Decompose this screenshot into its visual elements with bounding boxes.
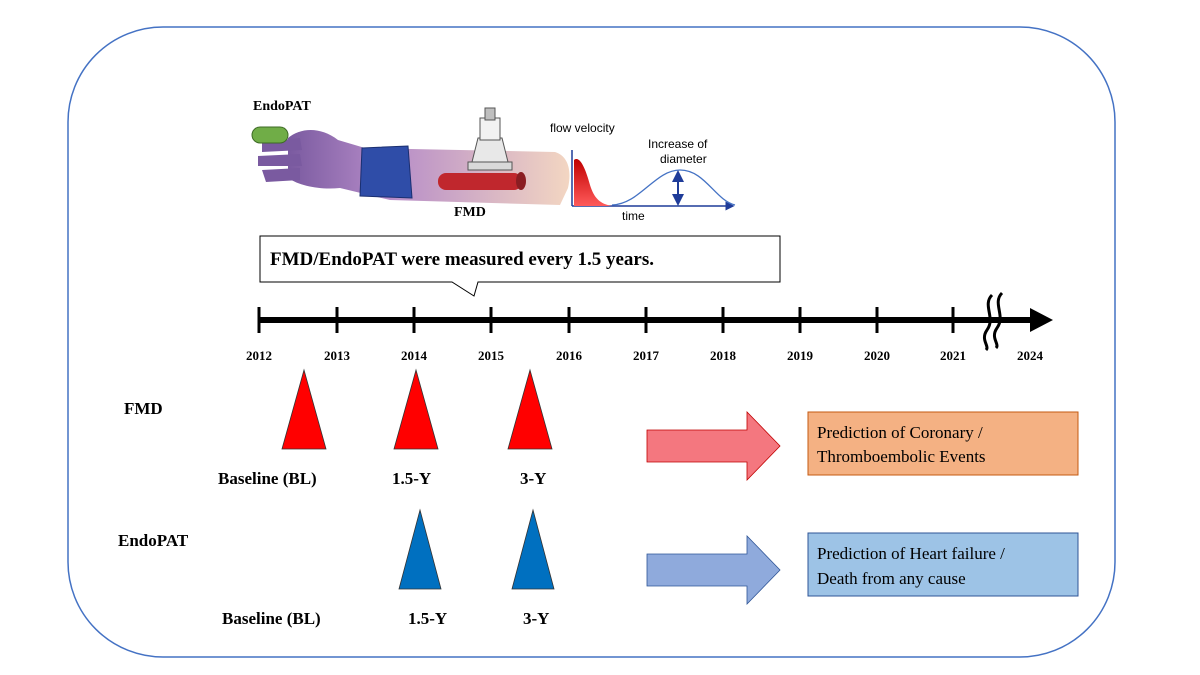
endopat-marker-triangle	[511, 508, 555, 590]
increase-label-line1: Increase of	[648, 137, 708, 151]
callout-box: FMD/EndoPAT were measured every 1.5 year…	[259, 235, 781, 297]
year-label: 2017	[633, 348, 660, 363]
year-label: 2024	[1017, 348, 1044, 363]
endopat-row-label: EndoPAT	[118, 531, 189, 550]
fmd-marker-triangle	[281, 368, 327, 450]
fmd-outcome-box	[807, 411, 1079, 476]
timeline-arrowhead	[1030, 308, 1053, 332]
fmd-outcome-arrow	[646, 411, 781, 481]
year-label: 2012	[246, 348, 272, 363]
callout-text: FMD/EndoPAT were measured every 1.5 year…	[270, 249, 654, 270]
fmd-baseline-label: Baseline (BL)	[218, 469, 317, 488]
measurement-illustration: EndoPAT FMD flow velocity Increase of di…	[243, 95, 758, 225]
fmd-marker-triangle	[507, 368, 553, 450]
flow-graph: flow velocity Increase of diameter time	[550, 121, 736, 223]
fmd-outcome-line1: Prediction of Coronary /	[817, 423, 983, 442]
hand-icon	[258, 138, 302, 182]
frame-border	[67, 26, 1116, 658]
endopat-outcome-arrow	[646, 535, 781, 605]
year-label: 2021	[940, 348, 966, 363]
year-label: 2018	[710, 348, 737, 363]
timeline: 2012 2013 2014 2015 2016 2017 2018 2019 2020 2021…	[246, 291, 1053, 363]
endopat-3y-label: 3-Y	[523, 609, 549, 628]
cuff-icon	[359, 145, 413, 199]
finger-probe-icon	[251, 126, 289, 144]
increase-label-line2: diameter	[660, 152, 707, 166]
axis-break-icon	[982, 291, 1004, 352]
year-label: 2015	[478, 348, 505, 363]
endopat-label: EndoPAT	[253, 99, 311, 114]
year-label: 2019	[787, 348, 814, 363]
ultrasound-probe-icon	[467, 107, 513, 171]
year-label: 2020	[864, 348, 890, 363]
year-label: 2014	[401, 348, 428, 363]
flow-velocity-curve	[574, 159, 612, 206]
fmd-1-5y-label: 1.5-Y	[392, 469, 431, 488]
endopat-outcome-line1: Prediction of Heart failure /	[817, 544, 1005, 563]
fmd-illustration-label: FMD	[454, 205, 486, 220]
endopat-outcome-box	[807, 532, 1079, 597]
endopat-outcome-line2: Death from any cause	[817, 569, 966, 588]
year-label: 2016	[556, 348, 583, 363]
endopat-baseline-label: Baseline (BL)	[222, 609, 321, 628]
endopat-marker-triangle	[398, 508, 442, 590]
artery-end-icon	[516, 172, 526, 190]
year-label: 2013	[324, 348, 351, 363]
fmd-3y-label: 3-Y	[520, 469, 546, 488]
artery-icon	[438, 173, 522, 190]
endopat-1-5y-label: 1.5-Y	[408, 609, 447, 628]
time-label: time	[622, 209, 645, 223]
fmd-marker-triangle	[393, 368, 439, 450]
fmd-row-label: FMD	[124, 399, 163, 418]
flow-velocity-label: flow velocity	[550, 121, 615, 135]
fmd-outcome-line2: Thromboembolic Events	[817, 447, 986, 466]
